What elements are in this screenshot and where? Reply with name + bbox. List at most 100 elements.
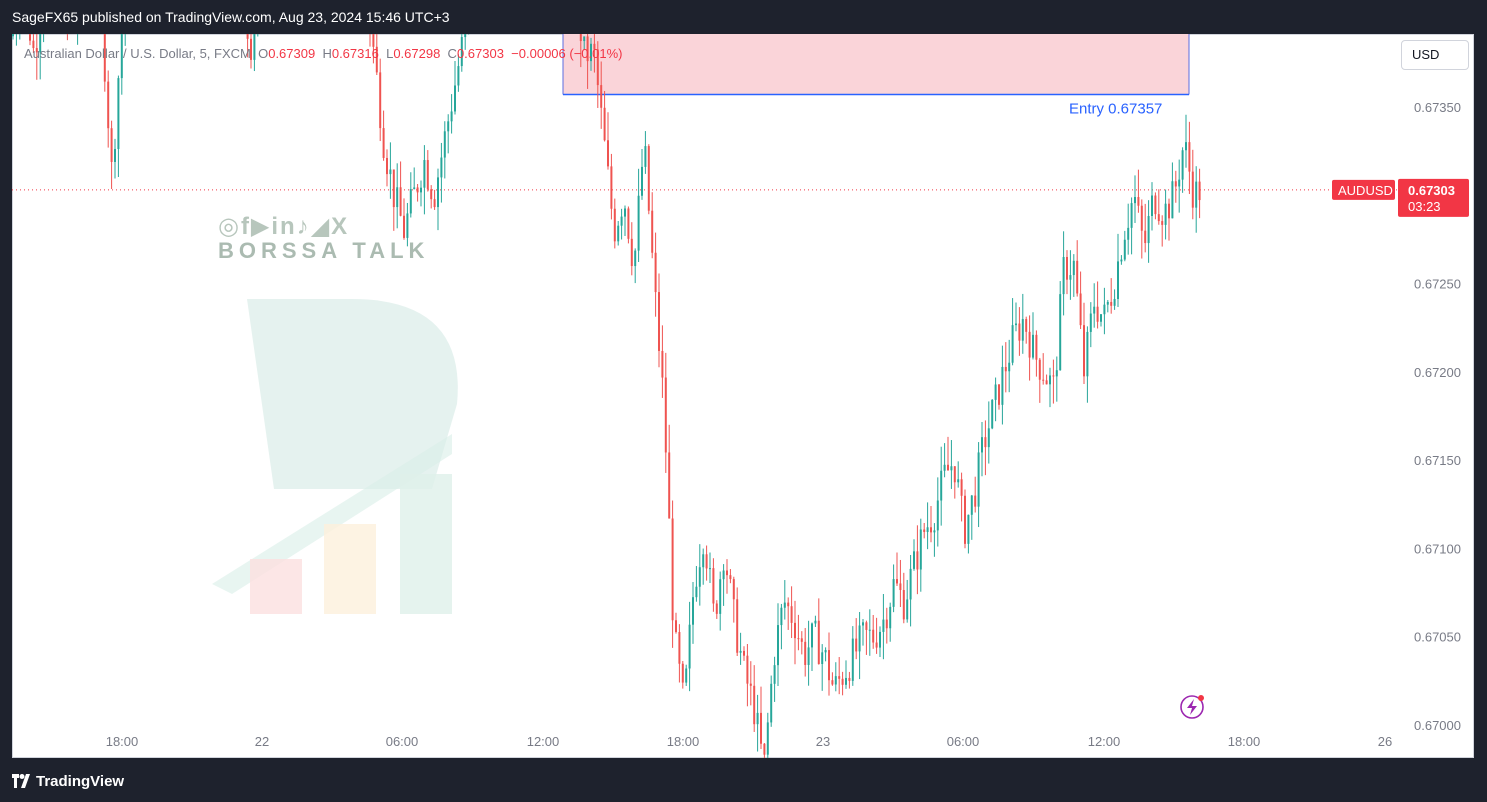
candles-group xyxy=(12,34,1201,758)
candle-body xyxy=(637,195,640,251)
candle-body xyxy=(773,665,776,684)
lightning-icon[interactable] xyxy=(1180,695,1204,719)
candle-body xyxy=(705,554,708,569)
watermark-bar-3 xyxy=(400,474,452,614)
candle-body xyxy=(987,428,990,448)
candle-body xyxy=(246,34,249,39)
tradingview-brand: TradingView xyxy=(36,772,125,790)
candle-body xyxy=(603,107,606,141)
candle-body xyxy=(671,518,674,621)
candle-body xyxy=(1168,203,1170,219)
candle-body xyxy=(250,38,252,60)
candle-body xyxy=(889,606,892,629)
candle-body xyxy=(909,568,912,600)
candle-body xyxy=(875,642,878,648)
y-tick-label: 0.67100 xyxy=(1414,541,1461,556)
candle-body xyxy=(1062,256,1065,295)
candle-body xyxy=(372,34,375,47)
candle-body xyxy=(1181,150,1184,180)
candle-body xyxy=(814,620,817,624)
candle-body xyxy=(1198,181,1201,201)
candle-body xyxy=(627,208,630,239)
candle-body xyxy=(685,668,688,683)
last-price-badge[interactable] xyxy=(1398,178,1469,217)
candle-body xyxy=(460,37,463,67)
low-label: L xyxy=(386,46,394,61)
candle-body xyxy=(872,629,875,643)
order-block-zone[interactable] xyxy=(563,34,1189,95)
candle-body xyxy=(103,34,106,82)
candle-body xyxy=(936,500,939,531)
candle-body xyxy=(1117,261,1119,299)
price-chart[interactable]: SL 0.67449Bearish order blockEntry 0.673… xyxy=(12,34,1474,758)
candle-body xyxy=(831,680,834,685)
candle-body xyxy=(868,629,871,631)
symbol-badge[interactable] xyxy=(1332,179,1395,200)
candle-body xyxy=(437,177,439,208)
open-label: O xyxy=(258,46,269,61)
candle-body xyxy=(423,160,426,188)
watermark-logo-shape xyxy=(247,299,458,489)
publish-line: SageFX65 published on TradingView.com, A… xyxy=(12,9,450,25)
candle-body xyxy=(644,146,647,167)
candle-body xyxy=(960,479,963,496)
candle-body xyxy=(450,111,453,122)
y-tick-label: 0.67250 xyxy=(1414,277,1461,292)
candle-body xyxy=(379,72,382,129)
candle-body xyxy=(392,169,395,208)
candle-body xyxy=(719,579,722,614)
candle-body xyxy=(899,583,902,591)
publish-header: SageFX65 published on TradingView.com, A… xyxy=(0,0,1487,34)
candle-body xyxy=(443,131,446,158)
candle-body xyxy=(107,81,110,129)
ohlc-legend: Australian Dollar / U.S. Dollar, 5, FXCM… xyxy=(24,46,622,61)
candle-body xyxy=(736,599,739,653)
candle-body xyxy=(1052,375,1055,377)
candle-body xyxy=(1127,227,1130,240)
candle-body xyxy=(117,78,120,150)
candle-body xyxy=(858,625,861,652)
candle-body xyxy=(896,579,898,584)
chart-frame xyxy=(12,34,1474,758)
candle-body xyxy=(620,216,623,226)
tradingview-logo[interactable]: TradingView xyxy=(12,770,124,792)
candle-body xyxy=(953,466,956,483)
candle-body xyxy=(678,632,681,664)
candle-body xyxy=(1032,334,1034,358)
entry-label: Entry 0.67357 xyxy=(1069,101,1162,118)
candle-body xyxy=(698,567,701,587)
candle-body xyxy=(1079,293,1082,326)
candle-body xyxy=(746,655,749,684)
candle-body xyxy=(828,650,830,681)
candle-body xyxy=(790,606,793,623)
candle-body xyxy=(800,638,803,642)
candle-body xyxy=(1096,306,1099,322)
candle-body xyxy=(862,622,864,626)
candle-body xyxy=(743,650,745,656)
instrument-name[interactable]: Australian Dollar / U.S. Dollar, 5, FXCM xyxy=(24,46,251,61)
candle-body xyxy=(1004,366,1007,372)
candle-body xyxy=(440,157,443,178)
candle-body xyxy=(851,638,854,681)
candle-body xyxy=(1134,197,1136,204)
candle-body xyxy=(389,169,392,175)
candle-body xyxy=(457,66,460,86)
candle-body xyxy=(845,677,847,685)
candle-body xyxy=(770,683,773,723)
candle-body xyxy=(1185,142,1187,151)
candle-body xyxy=(783,602,786,608)
candle-body xyxy=(817,620,820,665)
candle-body xyxy=(610,166,613,209)
watermark-bar-1 xyxy=(250,559,302,614)
candle-body xyxy=(1174,181,1177,187)
close-value: 0.67303 xyxy=(456,46,504,61)
currency-button[interactable]: USD xyxy=(1401,40,1469,70)
candle-body xyxy=(1154,195,1157,215)
candle-body xyxy=(709,568,711,570)
candle-body xyxy=(970,495,973,515)
candle-body xyxy=(902,590,905,620)
candle-body xyxy=(964,495,966,544)
candle-body xyxy=(763,743,766,755)
candle-body xyxy=(984,437,987,448)
high-label: H xyxy=(322,46,332,61)
